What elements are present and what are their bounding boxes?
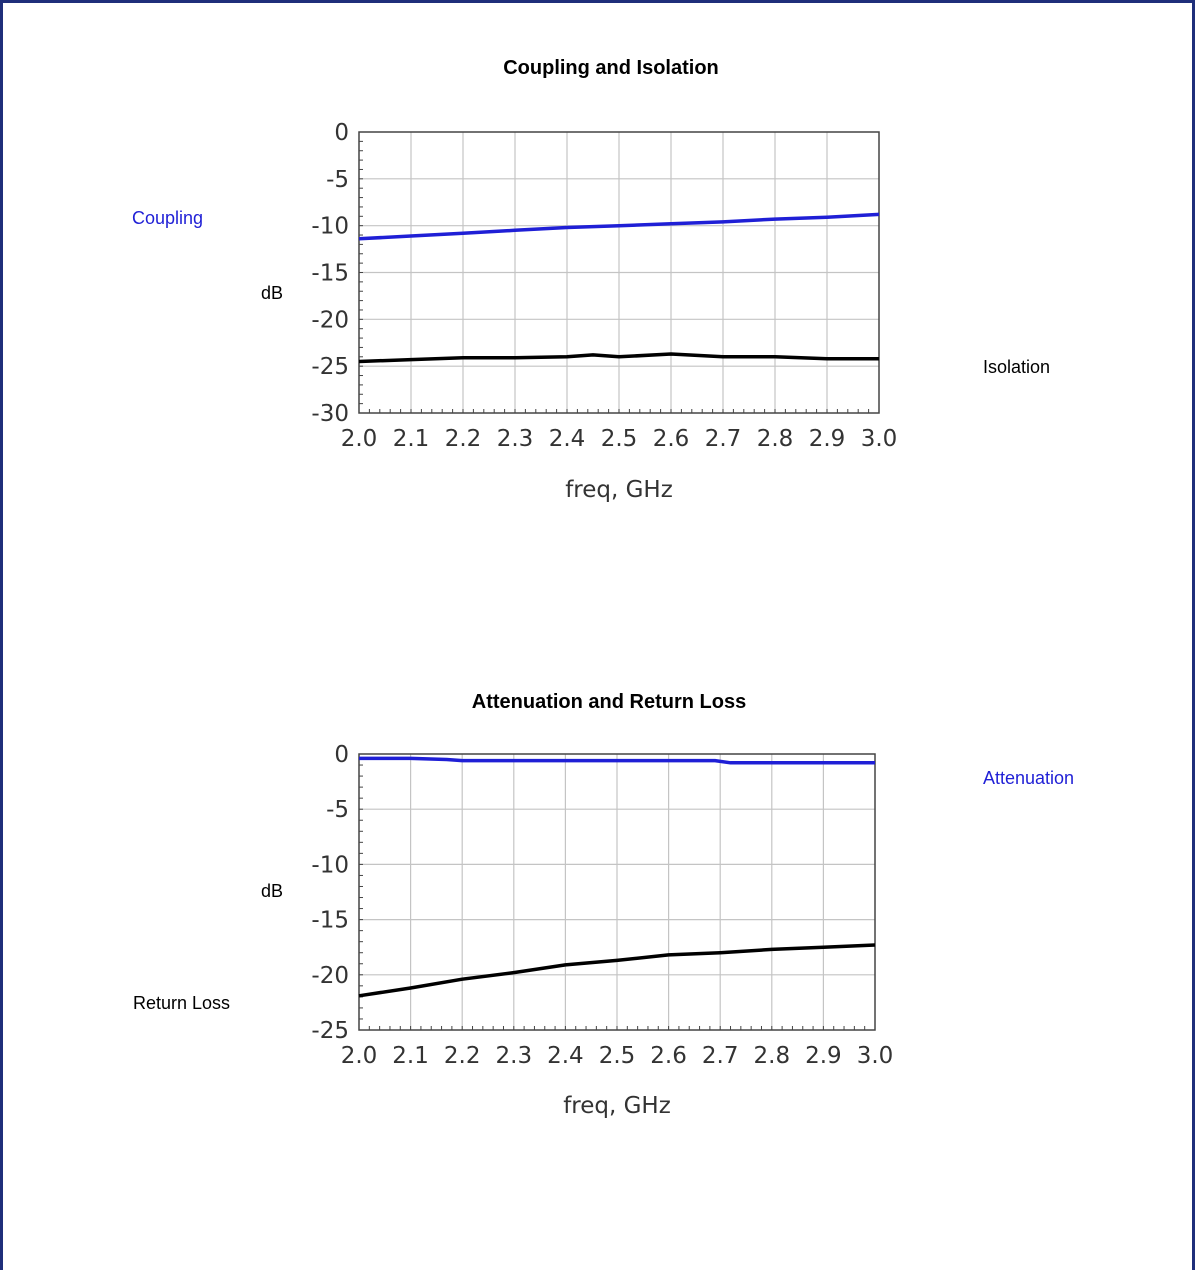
y-tick-label: -25 [311,1018,349,1044]
y-tick-label: -20 [311,307,349,333]
x-tick-label: 2.0 [341,1043,378,1069]
x-tick-label: 2.2 [445,426,482,452]
x-tick-label: 2.4 [549,426,586,452]
x-tick-label: 2.5 [599,1043,636,1069]
y-tick-label: 0 [334,742,349,768]
x-tick-label: 2.0 [341,426,378,452]
x-tick-label: 2.7 [702,1043,739,1069]
chart2-title: Attenuation and Return Loss [471,691,747,713]
chart1-title: Coupling and Isolation [503,57,719,79]
series-label-coupling: Coupling [132,208,204,228]
x-tick-label: 2.9 [805,1043,842,1069]
y-tick-label: -20 [311,963,349,989]
series-line-return-loss [358,943,876,998]
x-tick-label: 2.8 [754,1043,791,1069]
chart1-ylabel: dB [261,283,284,303]
x-tick-label: 2.6 [650,1043,687,1069]
chart2-ylabel: dB [261,881,284,901]
y-tick-label: -5 [326,167,349,193]
series-label-isolation: Isolation [983,357,1051,377]
series-line-coupling [358,212,880,241]
plot-frame [358,753,876,1031]
y-tick-label: -5 [326,797,349,823]
x-tick-label: 2.3 [497,426,534,452]
plots-canvas: 2.0 2.1 2.2 2.3 2.4 2.5 2.6 2.7 2.8 2.9 3.0 0 -5 -10 -… [311,120,898,1069]
y-tick-label: -10 [311,214,349,240]
plot-frame [358,131,880,414]
series-line-attenuation [359,756,875,765]
x-tick-label: 2.1 [392,1043,429,1069]
x-tick-label: 2.8 [757,426,794,452]
x-tick-label: 2.2 [444,1043,481,1069]
x-tick-label: 2.6 [653,426,690,452]
chart1-xlabel: freq, GHz [565,477,673,503]
x-tick-label: 2.5 [601,426,638,452]
y-tick-label: -10 [311,852,349,878]
x-tick-label: 3.0 [861,426,898,452]
x-tick-label: 2.4 [547,1043,584,1069]
series-label-attenuation: Attenuation [983,768,1075,788]
x-tick-label: 3.0 [857,1043,894,1069]
x-tick-label: 2.7 [705,426,742,452]
x-tick-label: 2.1 [393,426,430,452]
y-tick-label: 0 [334,120,349,146]
y-tick-label: -15 [311,908,349,934]
series-label-return-loss: Return Loss [133,993,231,1013]
series-line-isolation [358,352,879,364]
y-tick-label: -30 [311,401,349,427]
chart2-xlabel: freq, GHz [563,1093,671,1119]
x-tick-label: 2.3 [496,1043,533,1069]
x-tick-label: 2.9 [809,426,846,452]
y-tick-label: -15 [311,261,349,287]
y-tick-label: -25 [311,354,349,380]
